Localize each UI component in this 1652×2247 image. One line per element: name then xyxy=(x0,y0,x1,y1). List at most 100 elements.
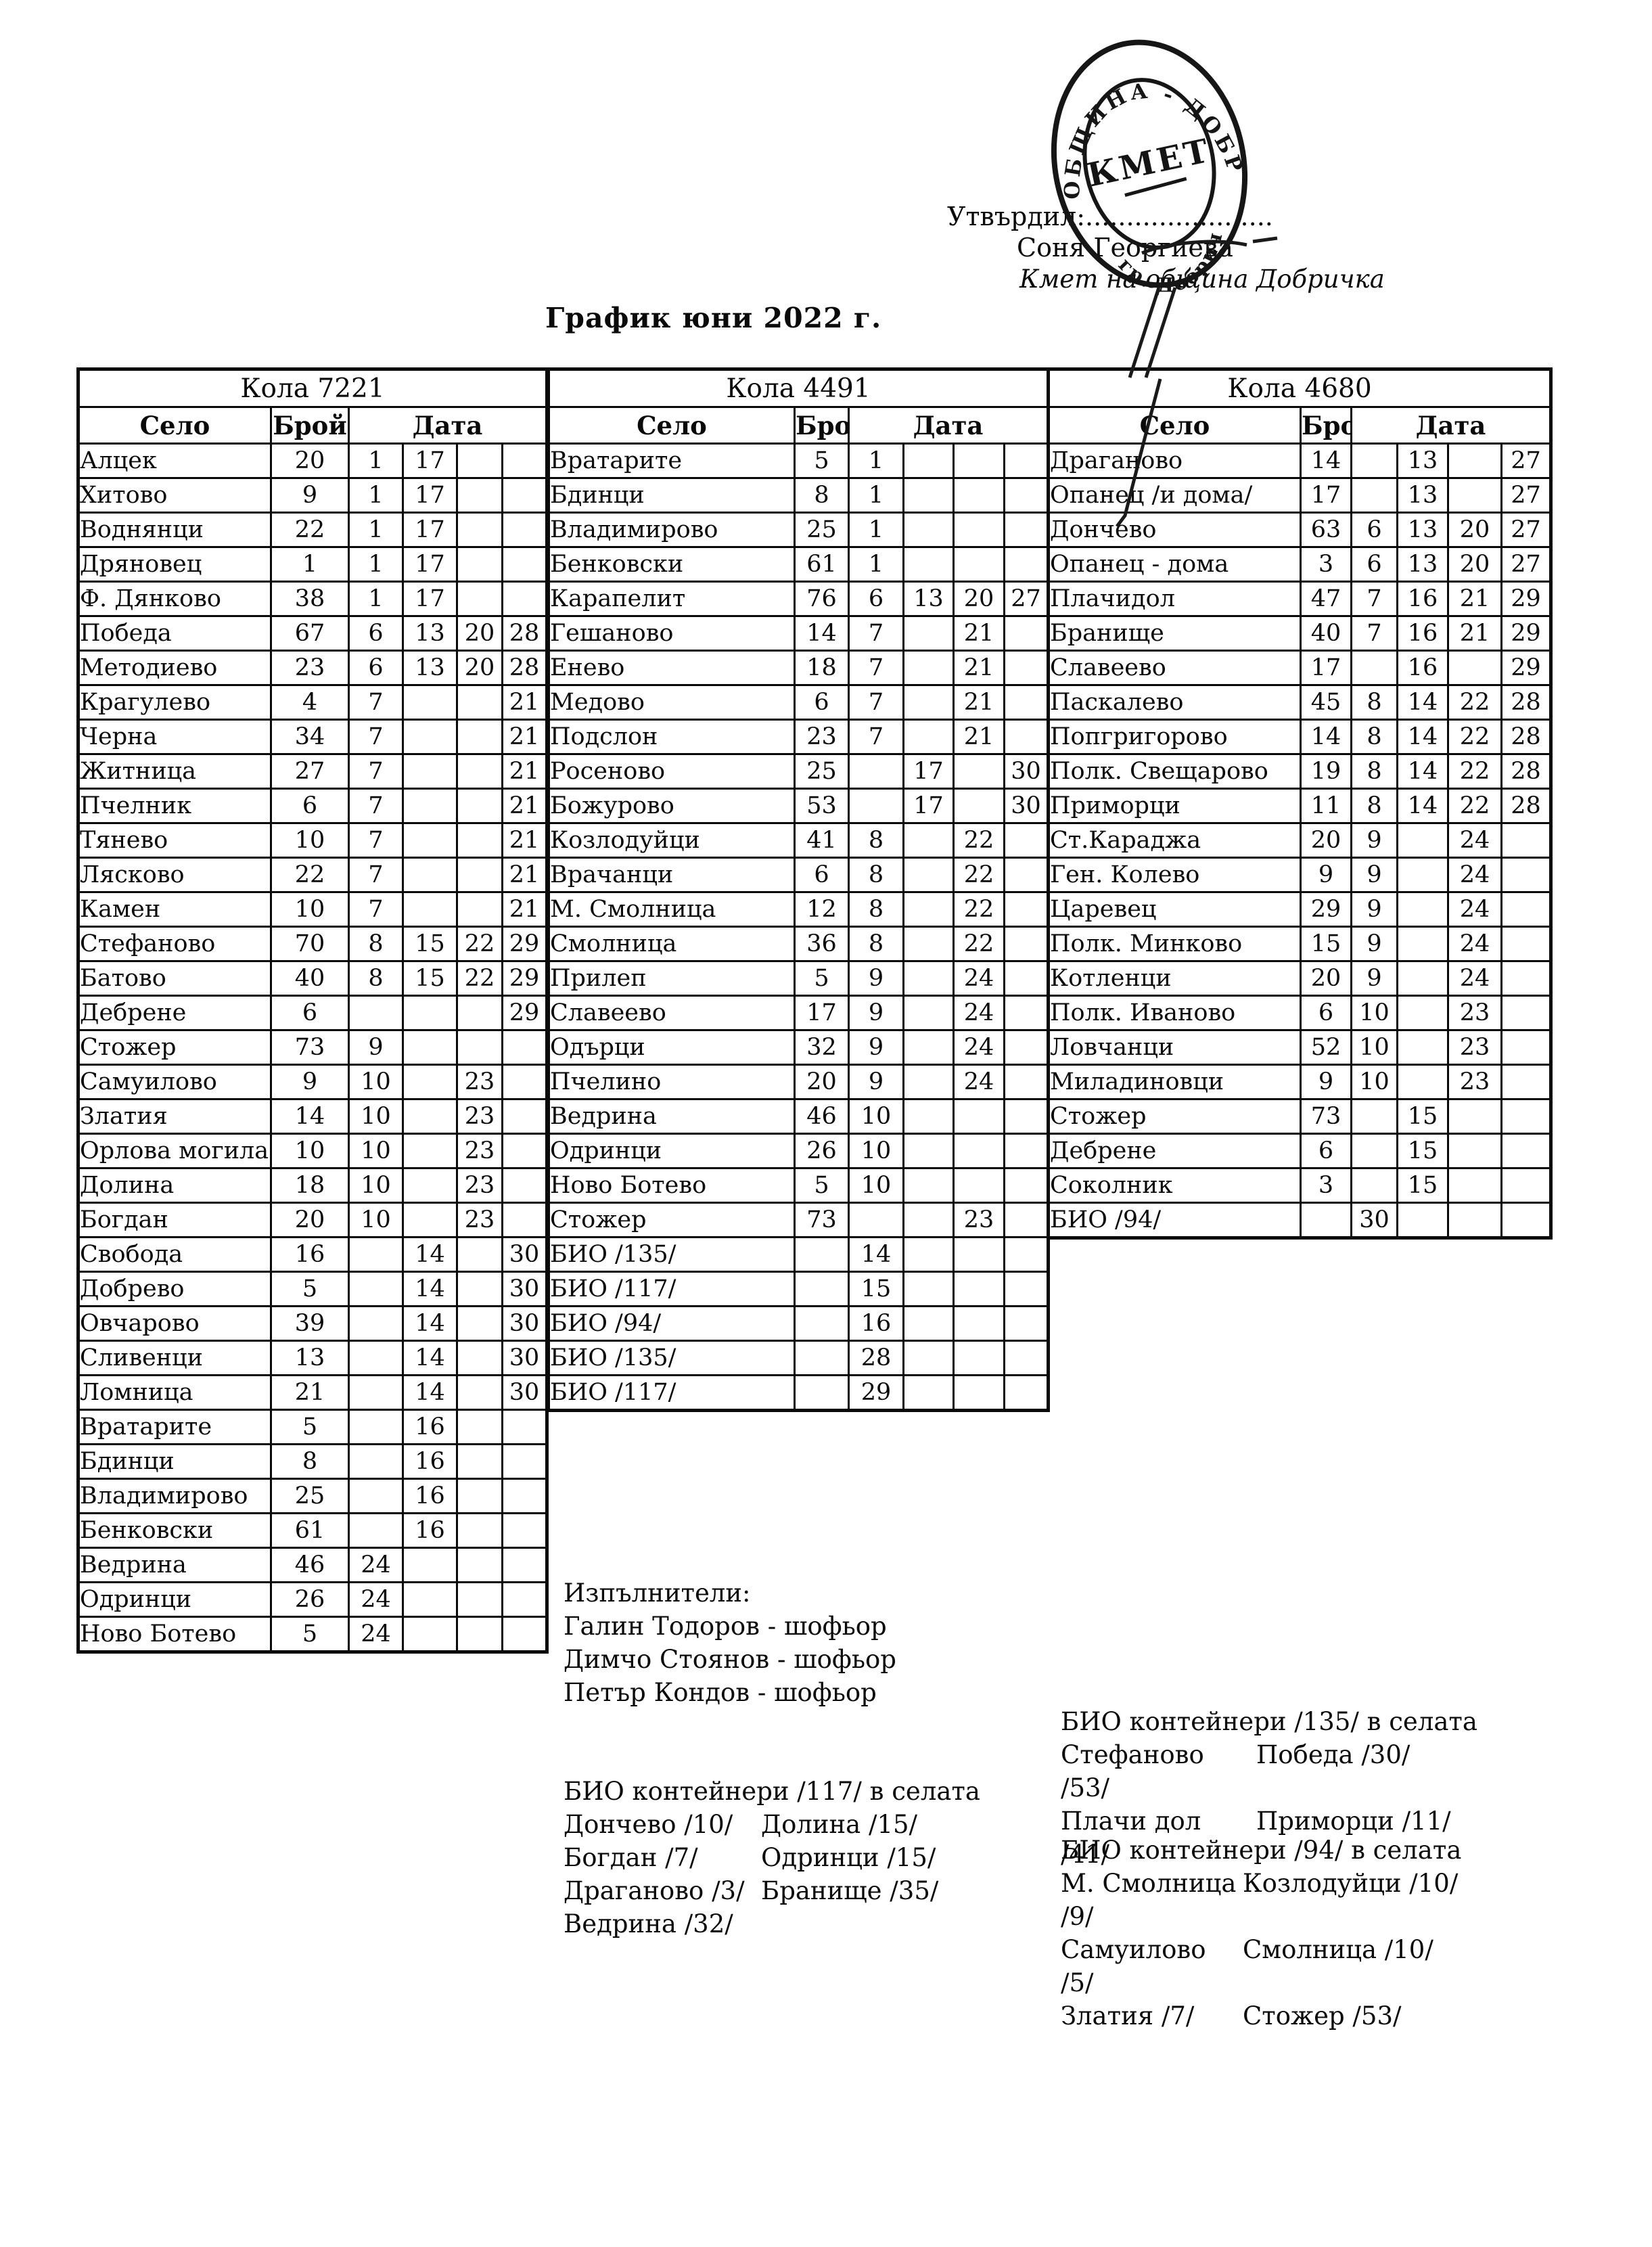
date-cell: 7 xyxy=(848,719,904,755)
date-cell xyxy=(902,477,955,514)
count-cell: 70 xyxy=(270,926,350,962)
date-cell: 10 xyxy=(1350,1029,1398,1066)
bio-entry: Златия /7/ xyxy=(1061,2001,1195,2030)
count-cell: 45 xyxy=(1300,684,1352,721)
village-cell: Одринци xyxy=(547,1133,796,1169)
village-cell: Житница xyxy=(77,753,272,790)
date-cell: 29 xyxy=(501,960,548,997)
date-cell xyxy=(953,546,1005,583)
date-cell xyxy=(501,1029,548,1066)
date-cell: 24 xyxy=(953,960,1005,997)
date-cell: 24 xyxy=(348,1547,404,1583)
village-cell: Бдинци xyxy=(547,477,796,514)
date-cell: 17 xyxy=(902,788,955,824)
table-row: Козлодуйци 41 8 22 xyxy=(547,822,1049,859)
date-cell: 1 xyxy=(348,581,404,617)
date-cell: 7 xyxy=(848,684,904,721)
village-cell: Дряновец xyxy=(77,546,272,583)
table-row: БИО /94/16 xyxy=(547,1305,1049,1342)
table-row: Добрево 5 14 30 xyxy=(77,1271,548,1307)
date-cell: 17 xyxy=(402,442,458,479)
date-cell: 27 xyxy=(1500,546,1552,583)
date-cell: 7 xyxy=(1350,615,1398,652)
date-cell: 22 xyxy=(456,926,503,962)
date-cell: 14 xyxy=(848,1236,904,1273)
date-cell: 8 xyxy=(348,926,404,962)
date-cell: 7 xyxy=(348,857,404,893)
count-cell: 25 xyxy=(794,753,850,790)
bio-entry: Самуилово /5/ xyxy=(1061,1935,1206,1997)
date-cell: 21 xyxy=(501,684,548,721)
village-cell: Дебрене xyxy=(77,995,272,1031)
village-cell: Тянево xyxy=(77,822,272,859)
table-row: Стожер 73 9 xyxy=(77,1029,548,1066)
date-cell xyxy=(902,1167,955,1204)
date-cell xyxy=(1003,891,1049,928)
date-cell: 17 xyxy=(402,477,458,514)
date-cell: 23 xyxy=(456,1064,503,1100)
date-cell xyxy=(402,1616,458,1653)
table-row: Полк. Свещарово 19 8 14 22 28 xyxy=(1047,753,1552,790)
table-row: Стефаново 70 8 15 22 29 xyxy=(77,926,548,962)
date-cell xyxy=(902,995,955,1031)
date-cell xyxy=(1396,926,1449,962)
date-cell: 21 xyxy=(1447,581,1502,617)
count-cell: 6 xyxy=(794,857,850,893)
village-cell: Ловчанци xyxy=(1047,1029,1302,1066)
village-cell: Владимирово xyxy=(77,1478,272,1514)
bio-entry: Долина /15/ xyxy=(761,1810,918,1839)
village-cell: Плачидол xyxy=(1047,581,1302,617)
date-cell xyxy=(348,1478,404,1514)
bio-entry: Победа /30/ xyxy=(1256,1740,1410,1769)
count-cell: 32 xyxy=(794,1029,850,1066)
count-cell: 4 xyxy=(270,684,350,721)
date-cell: 16 xyxy=(1396,650,1449,686)
executor-line: Галин Тодоров - шофьор xyxy=(564,1612,887,1641)
date-cell: 7 xyxy=(348,822,404,859)
date-cell: 14 xyxy=(1396,753,1449,790)
village-cell: Полк. Свещарово xyxy=(1047,753,1302,790)
count-cell: 5 xyxy=(270,1616,350,1653)
count-cell: 73 xyxy=(794,1202,850,1238)
date-cell xyxy=(501,1443,548,1480)
village-cell: Ведрина xyxy=(547,1098,796,1135)
executor-line: Петър Кондов - шофьор xyxy=(564,1678,877,1707)
date-cell xyxy=(1350,650,1398,686)
date-cell: 1 xyxy=(848,512,904,548)
date-cell: 23 xyxy=(456,1133,503,1169)
count-cell: 9 xyxy=(1300,857,1352,893)
table-row: Алцек 20 1 17 xyxy=(77,442,548,479)
date-cell: 7 xyxy=(1350,581,1398,617)
date-cell: 7 xyxy=(848,650,904,686)
village-cell: Драганово xyxy=(1047,442,1302,479)
date-cell: 13 xyxy=(1396,477,1449,514)
village-cell: Овчарово xyxy=(77,1305,272,1342)
count-cell: 13 xyxy=(270,1340,350,1376)
date-cell xyxy=(456,891,503,928)
date-cell: 23 xyxy=(953,1202,1005,1238)
date-cell xyxy=(456,1374,503,1411)
village-cell: Крагулево xyxy=(77,684,272,721)
bio-block-title: БИО контейнери /94/ в селата xyxy=(1061,1836,1462,1865)
table-row: Воднянци 22 1 17 xyxy=(77,512,548,548)
count-cell xyxy=(1300,1202,1352,1239)
village-cell: Владимирово xyxy=(547,512,796,548)
count-cell: 20 xyxy=(270,442,350,479)
date-cell: 1 xyxy=(848,442,904,479)
date-cell xyxy=(501,477,548,514)
bio-block-94: БИО контейнери /94/ в селата М. Смолница… xyxy=(1061,1834,1461,2033)
table-row: Долина 18 10 23 xyxy=(77,1167,548,1204)
date-cell xyxy=(456,684,503,721)
table-row: Плачидол 47 7 16 21 29 xyxy=(1047,581,1552,617)
date-cell: 20 xyxy=(456,615,503,652)
stamp-underline xyxy=(1124,177,1187,197)
village-cell: Карапелит xyxy=(547,581,796,617)
village-cell: Котленци xyxy=(1047,960,1302,997)
date-cell: 29 xyxy=(1500,650,1552,686)
date-cell xyxy=(402,1064,458,1100)
table-row: Пчелник 6 7 21 xyxy=(77,788,548,824)
table-row: Одърци 32 9 24 xyxy=(547,1029,1049,1066)
count-cell: 73 xyxy=(270,1029,350,1066)
date-cell: 13 xyxy=(1396,546,1449,583)
